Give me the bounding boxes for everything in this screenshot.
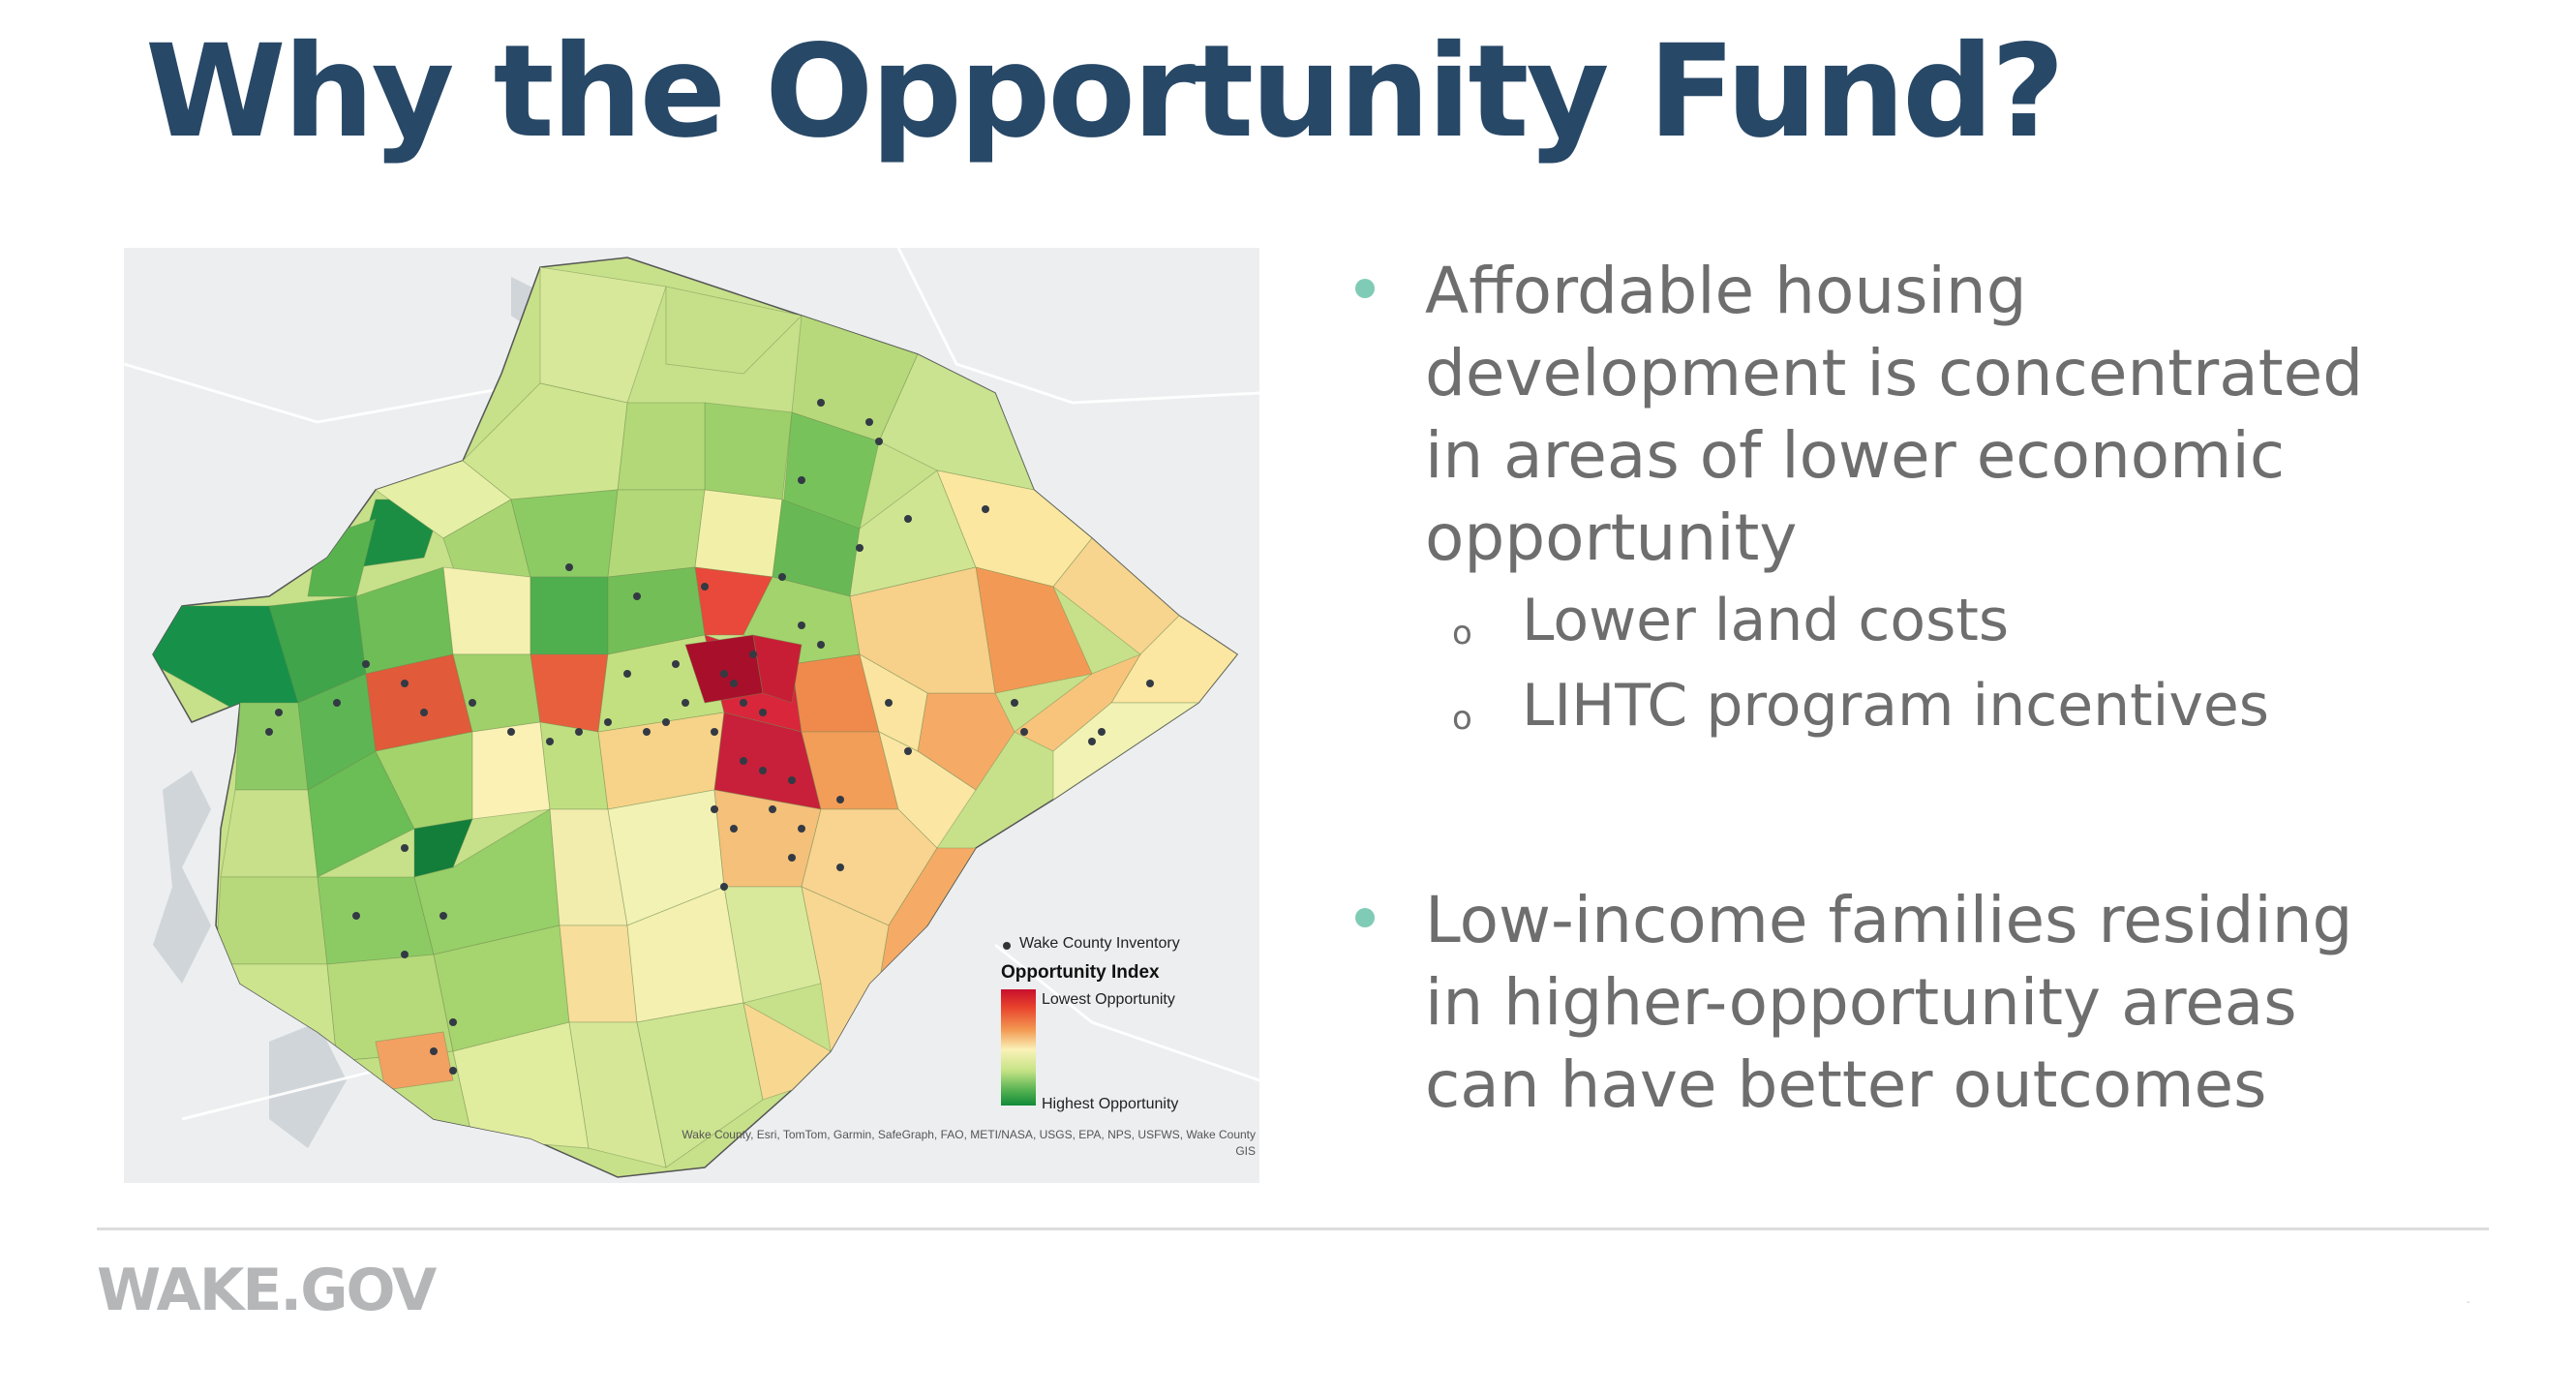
attribution-line-2: GIS <box>1235 1144 1256 1158</box>
footer-divider <box>97 1227 2489 1230</box>
sub-item-lihtc: LIHTC program incentives <box>1522 672 2270 740</box>
bullet-2-line-2: in higher-opportunity areas <box>1425 965 2297 1040</box>
inventory-points <box>265 399 1154 1075</box>
opportunity-tracts <box>153 266 1237 1168</box>
bullet-2-line-3: can have better outcomes <box>1425 1047 2267 1122</box>
inventory-legend-dot <box>1003 942 1011 950</box>
sub-item-land-costs: Lower land costs <box>1522 587 2010 654</box>
sub-bullet-marker-1: o <box>1452 614 1472 652</box>
bullet-dot-icon <box>1355 279 1375 298</box>
bullet-1-line-3: in areas of lower economic <box>1425 418 2286 493</box>
opportunity-map: Wake County Inventory Opportunity Index … <box>124 248 1259 1183</box>
bullet-2-line-1: Low-income families residing <box>1425 883 2353 957</box>
opportunity-color-ramp <box>1001 989 1036 1106</box>
map-attribution: Wake County, Esri, TomTom, Garmin, SafeG… <box>655 1127 1256 1160</box>
bullet-1-line-1: Affordable housing <box>1425 254 2027 328</box>
legend-lowest-label: Lowest Opportunity <box>1042 991 1175 1008</box>
map-graphic <box>124 248 1259 1178</box>
legend-index-title: Opportunity Index <box>1001 962 1160 983</box>
legend-highest-label: Highest Opportunity <box>1042 1096 1179 1112</box>
bullet-1-line-4: opportunity <box>1425 500 1798 575</box>
bullet-dot-icon <box>1355 908 1375 927</box>
bullet-1-line-2: development is concentrated <box>1425 336 2364 410</box>
slide-title: Why the Opportunity Fund? <box>145 17 2065 167</box>
attribution-line-1: Wake County, Esri, TomTom, Garmin, SafeG… <box>682 1128 1256 1141</box>
sub-bullet-marker-2: o <box>1452 699 1472 738</box>
legend-inventory-label: Wake County Inventory <box>1019 935 1180 952</box>
page-mark: - <box>2467 1297 2470 1308</box>
wake-gov-logo: WAKE.GOV <box>97 1257 437 1324</box>
